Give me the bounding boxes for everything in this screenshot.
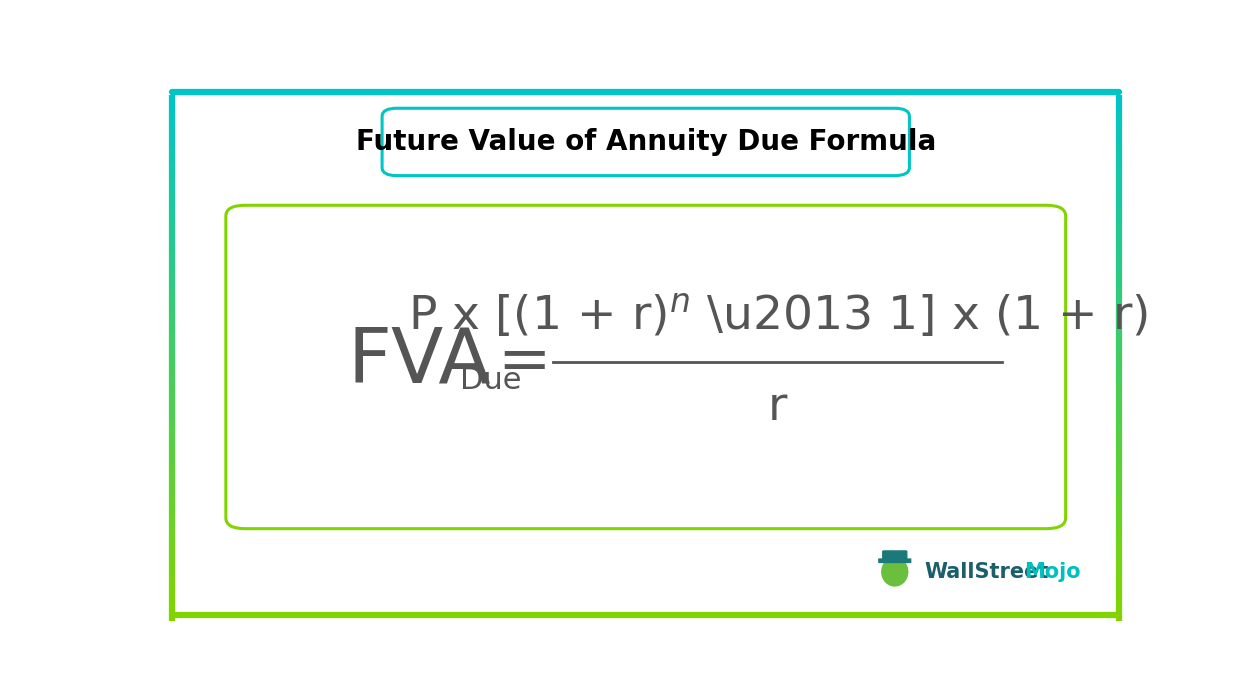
Text: r: r xyxy=(767,385,788,430)
Text: Due: Due xyxy=(460,366,522,395)
Text: Future Value of Annuity Due Formula: Future Value of Annuity Due Formula xyxy=(355,128,936,156)
Ellipse shape xyxy=(881,557,908,587)
Text: Mojo: Mojo xyxy=(1023,562,1080,582)
Text: WallStreet: WallStreet xyxy=(924,562,1048,582)
FancyBboxPatch shape xyxy=(226,205,1066,528)
Text: =: = xyxy=(496,330,551,393)
FancyBboxPatch shape xyxy=(382,108,910,176)
Text: FVA: FVA xyxy=(348,325,491,398)
Text: P x [(1 + r)$^n$ \u2013 1] x (1 + r): P x [(1 + r)$^n$ \u2013 1] x (1 + r) xyxy=(407,292,1148,340)
FancyBboxPatch shape xyxy=(882,550,907,562)
FancyBboxPatch shape xyxy=(878,559,911,564)
